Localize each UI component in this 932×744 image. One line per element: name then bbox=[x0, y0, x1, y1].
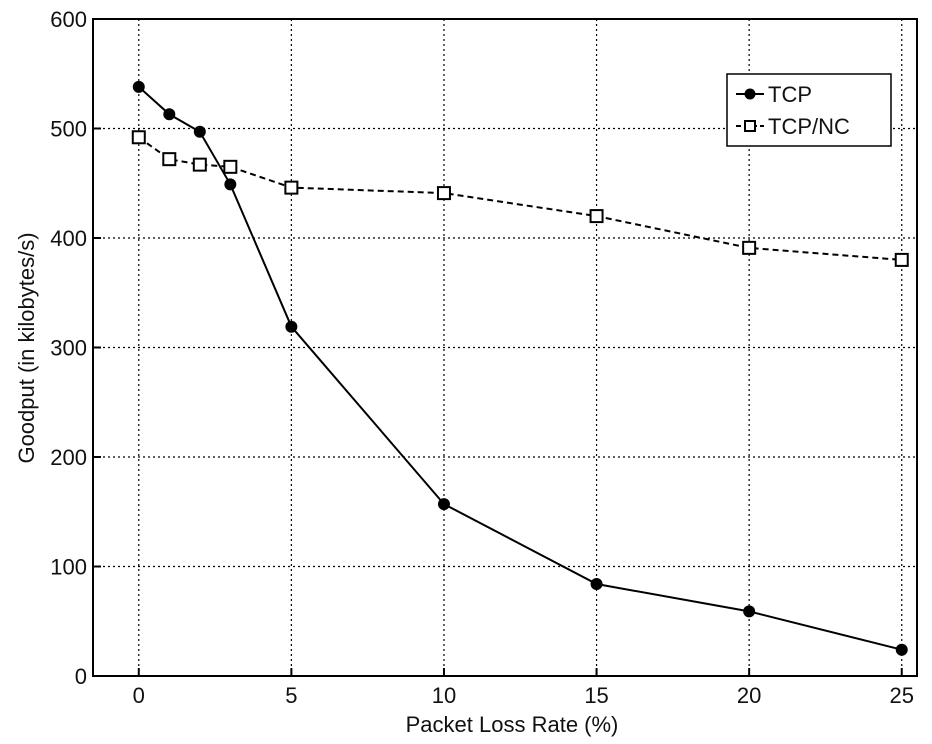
y-axis-label: Goodput (in kilobytes/s) bbox=[14, 232, 39, 463]
legend-marker-tcp-nc bbox=[744, 120, 756, 132]
data-point-tcp bbox=[590, 578, 603, 591]
x-tick-label: 5 bbox=[285, 683, 297, 708]
data-point-tcp-nc bbox=[192, 157, 207, 172]
data-point-tcp-nc bbox=[162, 152, 177, 167]
x-tick-label: 0 bbox=[133, 683, 145, 708]
x-tick-label: 25 bbox=[889, 683, 913, 708]
data-point-tcp bbox=[224, 178, 237, 191]
y-tick-label: 0 bbox=[75, 664, 87, 689]
x-axis-label: Packet Loss Rate (%) bbox=[406, 712, 619, 737]
legend-entry-tcp: TCP bbox=[736, 82, 812, 107]
data-point-tcp-nc bbox=[742, 240, 757, 255]
data-point-tcp bbox=[743, 605, 756, 618]
data-point-tcp bbox=[285, 320, 298, 333]
y-tick-label: 600 bbox=[50, 7, 87, 32]
series-tcp bbox=[132, 80, 908, 656]
grid bbox=[93, 19, 917, 676]
x-tick-label: 10 bbox=[432, 683, 456, 708]
data-point-tcp-nc bbox=[131, 130, 146, 145]
legend-marker-tcp bbox=[744, 88, 756, 100]
y-tick-label: 100 bbox=[50, 555, 87, 580]
legend: TCP TCP/NC bbox=[726, 73, 892, 147]
legend-label-tcp-nc: TCP/NC bbox=[768, 114, 850, 139]
x-tick-label: 15 bbox=[584, 683, 608, 708]
legend-box bbox=[726, 73, 892, 147]
legend-label-tcp: TCP bbox=[768, 82, 812, 107]
series-tcp-nc bbox=[131, 130, 909, 267]
data-point-tcp-nc bbox=[436, 186, 451, 201]
y-tick-label: 300 bbox=[50, 336, 87, 361]
y-tick-label: 200 bbox=[50, 445, 87, 470]
data-point-tcp-nc bbox=[589, 209, 604, 224]
data-point-tcp bbox=[163, 108, 176, 121]
data-point-tcp bbox=[437, 498, 450, 511]
data-point-tcp bbox=[132, 80, 145, 93]
data-point-tcp bbox=[895, 643, 908, 656]
data-point-tcp-nc bbox=[894, 252, 909, 267]
x-tick-label: 20 bbox=[737, 683, 761, 708]
data-point-tcp-nc bbox=[284, 180, 299, 195]
data-point-tcp-nc bbox=[223, 159, 238, 174]
legend-entry-tcp-nc: TCP/NC bbox=[736, 114, 850, 139]
data-point-tcp bbox=[193, 125, 206, 138]
axis-ticks: 0 5 10 15 20 25 0 100 200 300 400 500 600 bbox=[50, 7, 914, 708]
y-tick-label: 500 bbox=[50, 117, 87, 142]
series-layer bbox=[131, 80, 909, 656]
y-tick-label: 400 bbox=[50, 226, 87, 251]
